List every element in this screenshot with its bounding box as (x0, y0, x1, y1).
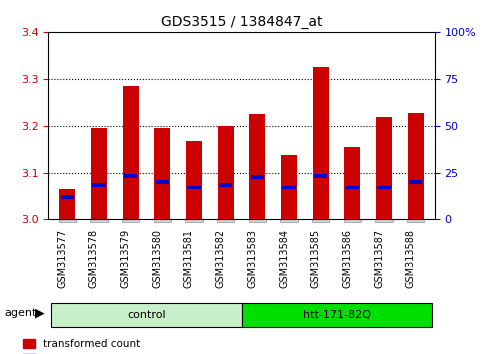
Bar (408, 113, 424, 219)
Bar (282, 186, 296, 189)
Bar (249, 114, 265, 219)
Bar (344, 219, 361, 222)
Bar (59, 219, 76, 222)
Bar (344, 147, 360, 219)
Bar (218, 126, 234, 219)
Bar (376, 117, 392, 219)
Title: GDS3515 / 1384847_at: GDS3515 / 1384847_at (161, 16, 322, 29)
Bar (251, 175, 264, 179)
Bar (375, 219, 393, 222)
Text: agent: agent (5, 308, 37, 318)
Bar (407, 219, 424, 222)
Bar (346, 186, 359, 189)
Bar (187, 186, 201, 189)
Bar (312, 219, 329, 222)
Bar (154, 219, 171, 222)
Bar (219, 183, 232, 187)
Bar (281, 155, 297, 219)
Bar (249, 219, 266, 222)
Bar (124, 174, 137, 178)
Bar (123, 86, 139, 219)
Bar (314, 174, 327, 178)
Bar (91, 128, 107, 219)
Bar (409, 180, 423, 184)
Text: ▶: ▶ (35, 307, 44, 320)
Legend: transformed count, percentile rank within the sample: transformed count, percentile rank withi… (23, 339, 219, 354)
Bar (155, 128, 170, 219)
Bar (186, 141, 202, 219)
Bar (60, 195, 74, 199)
Bar (92, 183, 106, 187)
Bar (59, 189, 75, 219)
Text: htt-171-82Q: htt-171-82Q (302, 310, 370, 320)
Bar (217, 219, 234, 222)
Text: control: control (127, 310, 166, 320)
Bar (281, 219, 298, 222)
Bar (377, 186, 391, 189)
Bar (90, 219, 108, 222)
Bar (156, 180, 169, 184)
Bar (313, 67, 328, 219)
Bar (185, 219, 202, 222)
Bar (122, 219, 139, 222)
